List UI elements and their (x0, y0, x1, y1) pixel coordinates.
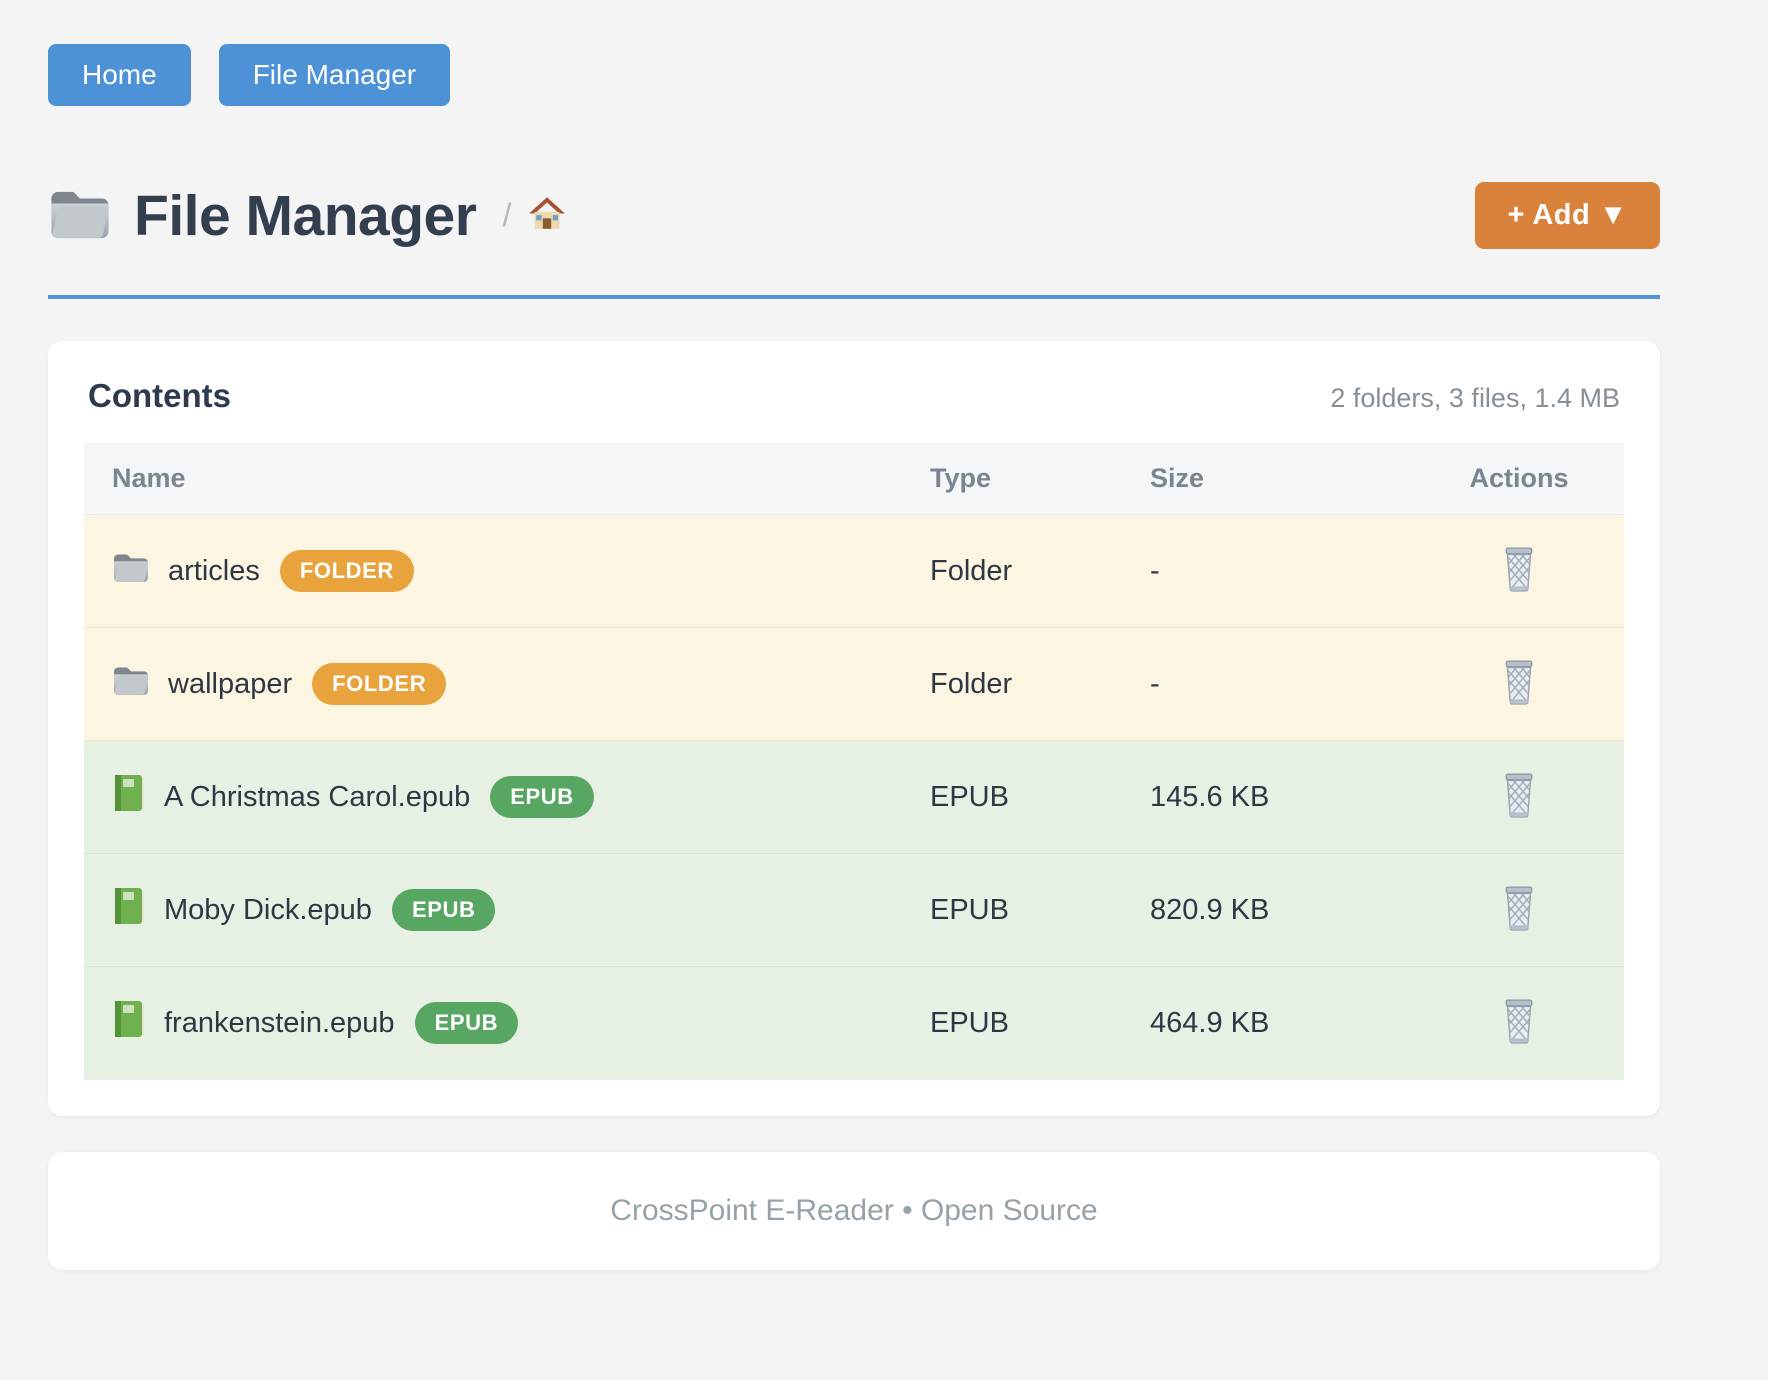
item-size: - (1122, 514, 1414, 628)
contents-card: Contents 2 folders, 3 files, 1.4 MB Name… (48, 341, 1660, 1116)
trash-icon (1499, 580, 1539, 595)
folder-badge: FOLDER (312, 663, 447, 705)
table-header-row: Name Type Size Actions (84, 443, 1624, 515)
table-row-christmas-carol[interactable]: A Christmas Carol.epub EPUB EPUB 145.6 K… (84, 740, 1624, 854)
item-type: EPUB (902, 740, 1122, 854)
green-book-icon (112, 773, 146, 821)
item-size: 820.9 KB (1122, 853, 1414, 967)
epub-badge: EPUB (391, 889, 496, 931)
folder-icon (48, 186, 112, 245)
file-table: Name Type Size Actions articles FOLDER (84, 443, 1624, 1080)
folder-badge: FOLDER (279, 550, 414, 592)
home-nav-button[interactable]: Home (48, 44, 191, 106)
column-header-actions: Actions (1414, 443, 1624, 515)
green-book-icon (112, 999, 146, 1047)
item-name[interactable]: Moby Dick.epub (164, 893, 372, 926)
folder-icon (112, 551, 150, 591)
table-row-moby-dick[interactable]: Moby Dick.epub EPUB EPUB 820.9 KB (84, 853, 1624, 967)
item-size: - (1122, 627, 1414, 741)
item-type: Folder (902, 514, 1122, 628)
column-header-size: Size (1122, 443, 1414, 515)
home-house-icon[interactable] (527, 195, 567, 236)
item-size: 464.9 KB (1122, 966, 1414, 1080)
contents-card-header: Contents 2 folders, 3 files, 1.4 MB (84, 377, 1624, 415)
title-group: File Manager / (48, 183, 567, 249)
delete-button[interactable] (1495, 768, 1543, 822)
file-manager-nav-button[interactable]: File Manager (218, 44, 451, 106)
breadcrumb-separator: / (502, 197, 512, 233)
green-book-icon (112, 886, 146, 934)
breadcrumb: / (502, 195, 567, 236)
item-name[interactable]: wallpaper (168, 667, 293, 700)
table-row-frankenstein[interactable]: frankenstein.epub EPUB EPUB 464.9 KB (84, 966, 1624, 1080)
epub-badge: EPUB (490, 776, 594, 818)
epub-badge: EPUB (414, 1002, 519, 1045)
column-header-name: Name (84, 443, 902, 515)
title-divider (48, 295, 1660, 299)
delete-button[interactable] (1495, 655, 1543, 709)
folder-icon (112, 664, 150, 704)
page: Home File Manager File Manager / + Add ▼… (48, 0, 1660, 1270)
page-header: File Manager / + Add ▼ (48, 182, 1660, 249)
item-name[interactable]: A Christmas Carol.epub (164, 780, 471, 813)
footer: CrossPoint E-Reader • Open Source (48, 1151, 1660, 1270)
footer-text: CrossPoint E-Reader • Open Source (610, 1193, 1098, 1227)
item-name[interactable]: frankenstein.epub (164, 1006, 395, 1039)
contents-title: Contents (88, 377, 231, 414)
column-header-type: Type (902, 443, 1122, 515)
table-row-articles[interactable]: articles FOLDER Folder - (84, 514, 1624, 628)
trash-icon (1499, 1032, 1539, 1047)
item-type: EPUB (902, 853, 1122, 967)
top-nav: Home File Manager (48, 44, 1660, 106)
add-button[interactable]: + Add ▼ (1475, 182, 1660, 249)
item-name[interactable]: articles (168, 554, 260, 587)
delete-button[interactable] (1495, 881, 1543, 935)
page-title: File Manager (134, 183, 477, 248)
delete-button[interactable] (1495, 542, 1543, 596)
delete-button[interactable] (1495, 994, 1543, 1048)
item-size: 145.6 KB (1122, 740, 1414, 854)
item-type: EPUB (902, 966, 1122, 1080)
trash-icon (1499, 806, 1539, 821)
trash-icon (1499, 693, 1539, 708)
table-row-wallpaper[interactable]: wallpaper FOLDER Folder - (84, 627, 1624, 741)
contents-summary: 2 folders, 3 files, 1.4 MB (1330, 383, 1620, 413)
item-type: Folder (902, 627, 1122, 741)
trash-icon (1499, 919, 1539, 934)
